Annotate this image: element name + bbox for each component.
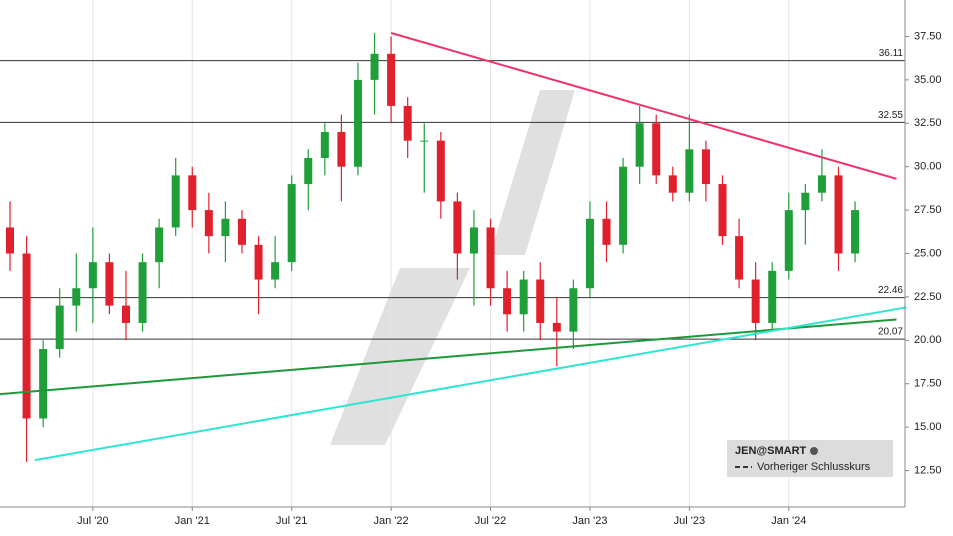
candle-body bbox=[718, 184, 727, 237]
candle-body bbox=[436, 140, 445, 202]
candle-body bbox=[569, 288, 578, 332]
candle-body bbox=[237, 218, 246, 245]
candle-body bbox=[353, 79, 362, 167]
candle-body bbox=[834, 175, 843, 254]
candle-body bbox=[851, 210, 860, 254]
candle-body bbox=[155, 227, 164, 263]
y-tick-label: 15.00 bbox=[914, 421, 942, 433]
candle-body bbox=[685, 149, 694, 193]
level-label: 20.07 bbox=[878, 327, 903, 338]
candle-body bbox=[486, 227, 495, 289]
candle-body bbox=[254, 244, 263, 280]
watermark-stroke bbox=[490, 90, 575, 255]
candle-body bbox=[453, 201, 462, 254]
candle-body bbox=[768, 270, 777, 323]
candles bbox=[6, 32, 860, 462]
legend-box bbox=[727, 440, 893, 477]
candle-body bbox=[701, 149, 710, 185]
x-tick-label: Jul '21 bbox=[276, 515, 307, 527]
candle-body bbox=[105, 262, 114, 306]
level-label: 22.46 bbox=[878, 285, 903, 296]
candle-body bbox=[287, 184, 296, 263]
candle-body bbox=[668, 175, 677, 193]
x-tick-label: Jan '22 bbox=[374, 515, 409, 527]
candle-body bbox=[552, 322, 561, 332]
candle-body bbox=[72, 288, 81, 306]
x-tick-label: Jan '21 bbox=[175, 515, 210, 527]
candle-body bbox=[370, 53, 379, 80]
candle-body bbox=[784, 210, 793, 271]
y-tick-label: 32.50 bbox=[914, 117, 942, 129]
candle-body bbox=[337, 131, 346, 167]
legend-label: Vorheriger Schlusskurs bbox=[757, 461, 871, 473]
candle-body bbox=[320, 131, 329, 159]
candle-body bbox=[751, 279, 760, 323]
legend-icon bbox=[810, 447, 818, 455]
candle-body bbox=[387, 53, 396, 106]
candle-body bbox=[469, 227, 478, 254]
levels: 36.11 32.55 22.46 20.07 bbox=[0, 48, 905, 340]
y-tick-label: 12.50 bbox=[914, 464, 942, 476]
candle-body bbox=[585, 218, 594, 289]
y-tick-label: 17.50 bbox=[914, 378, 942, 390]
candle-body bbox=[801, 192, 810, 211]
y-tick-label: 22.50 bbox=[914, 291, 942, 303]
candle-body bbox=[22, 253, 31, 419]
candle-body bbox=[602, 218, 611, 245]
candle-body bbox=[121, 305, 130, 323]
candle-body bbox=[619, 166, 628, 245]
y-tick-label: 27.50 bbox=[914, 204, 942, 216]
candle-body bbox=[204, 210, 213, 237]
level-label: 32.55 bbox=[878, 110, 903, 121]
candle-body bbox=[519, 279, 528, 315]
x-tick-label: Jan '23 bbox=[572, 515, 607, 527]
candle-body bbox=[39, 348, 48, 419]
candle-body bbox=[403, 105, 412, 141]
x-tick-label: Jul '20 bbox=[77, 515, 108, 527]
level-label: 36.11 bbox=[879, 48, 904, 59]
candle-body bbox=[55, 305, 64, 349]
watermark-stroke bbox=[330, 268, 470, 445]
y-tick-label: 25.00 bbox=[914, 247, 942, 259]
y-tick-label: 20.00 bbox=[914, 334, 942, 346]
y-tick-label: 30.00 bbox=[914, 161, 942, 173]
candle-body bbox=[271, 262, 280, 280]
candle-body bbox=[635, 123, 644, 167]
candle-body bbox=[188, 175, 197, 211]
candle-body bbox=[536, 279, 545, 323]
candle-body bbox=[817, 175, 826, 193]
candle-body bbox=[503, 288, 512, 315]
trendline bbox=[390, 32, 897, 180]
candle-body bbox=[420, 140, 429, 142]
candle-body bbox=[171, 175, 180, 228]
x-tick-label: Jul '23 bbox=[674, 515, 705, 527]
legend-title: JEN@SMART bbox=[735, 445, 807, 457]
y-tick-label: 35.00 bbox=[914, 74, 942, 86]
candle-body bbox=[304, 158, 313, 185]
watermark bbox=[330, 90, 575, 445]
trendline bbox=[0, 318, 897, 396]
y-tick-label: 37.50 bbox=[914, 30, 942, 42]
candle-body bbox=[652, 123, 661, 176]
trendlines bbox=[0, 32, 907, 462]
x-tick-label: Jan '24 bbox=[771, 515, 806, 527]
candle-body bbox=[88, 262, 97, 289]
x-tick-label: Jul '22 bbox=[475, 515, 506, 527]
trendline bbox=[34, 306, 907, 462]
candle-body bbox=[221, 218, 230, 237]
candle-body bbox=[735, 236, 744, 280]
candle-body bbox=[138, 262, 147, 323]
candle-body bbox=[6, 227, 14, 254]
legend: JEN@SMART Vorheriger Schlusskurs bbox=[727, 440, 893, 477]
